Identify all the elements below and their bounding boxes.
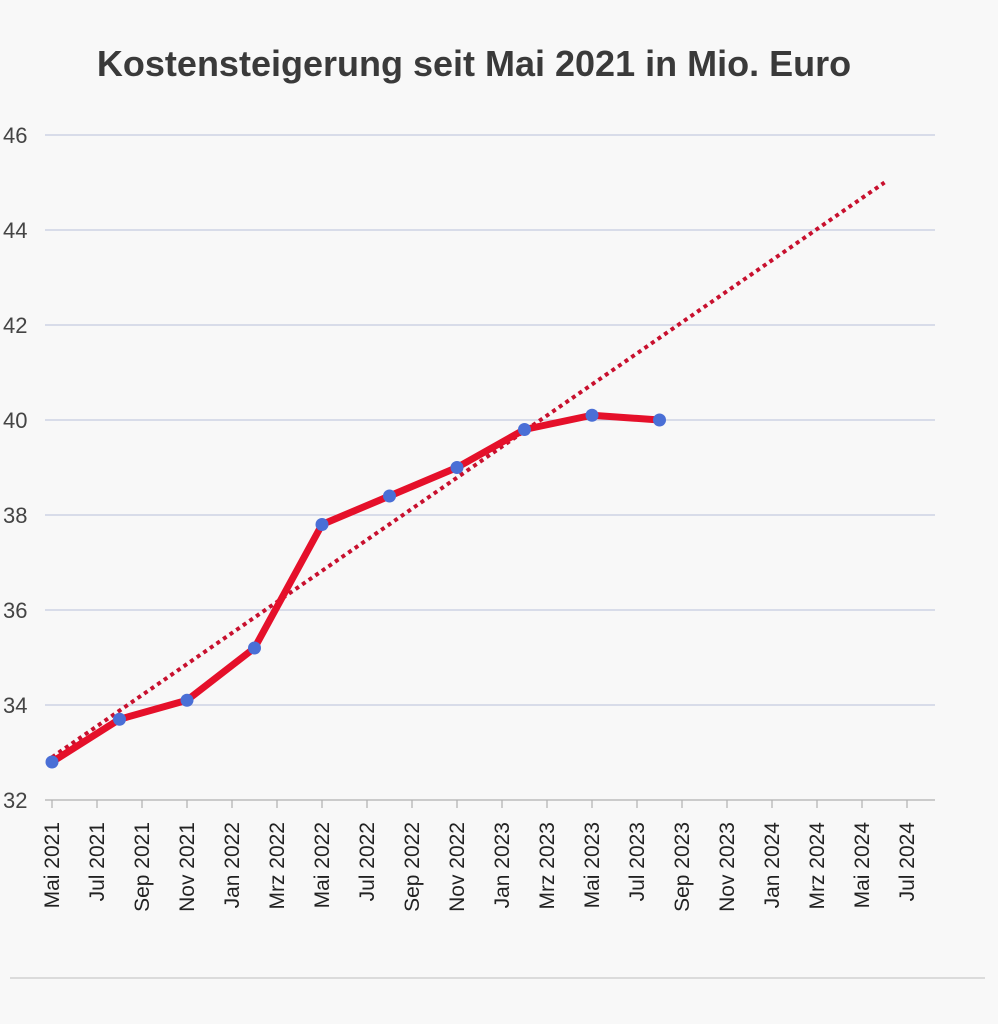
x-tick-label: Mrz 2024 [806, 822, 829, 910]
cost-line [48, 411, 663, 766]
y-tick-label: 46 [3, 123, 27, 148]
x-tick-label: Sep 2021 [131, 822, 154, 912]
y-tick-label: 44 [3, 218, 27, 243]
x-tick-label: Mai 2021 [41, 822, 64, 908]
y-tick-label: 32 [3, 788, 27, 813]
trend-line [50, 180, 886, 759]
data-point [518, 423, 531, 436]
x-tick-label: Nov 2022 [446, 822, 469, 912]
data-point [315, 518, 329, 531]
x-tick-label: Jul 2024 [896, 822, 919, 902]
y-tick-label: 40 [3, 408, 27, 433]
x-tick-label: Mrz 2022 [266, 822, 289, 910]
y-tick-label: 36 [3, 598, 27, 623]
chart-title: Kostensteigerung seit Mai 2021 in Mio. E… [97, 43, 851, 84]
x-tick-label: Mai 2024 [851, 822, 874, 909]
gridlines [45, 134, 935, 706]
x-tick-label: Jul 2021 [86, 822, 109, 901]
data-point [585, 408, 599, 422]
x-tick-label: Jan 2022 [221, 822, 244, 908]
data-point [248, 641, 261, 655]
y-axis-ticks: 32 34 36 38 40 42 44 46 [3, 123, 27, 813]
data-point [113, 712, 126, 726]
x-axis: Mai 2021 Jul 2021 Sep 2021 Nov 2021 Jan 2022… [41, 799, 935, 912]
x-tick-label: Mai 2023 [581, 822, 604, 908]
data-point [45, 755, 59, 769]
x-tick-label: Jul 2023 [626, 822, 649, 901]
data-point [450, 461, 464, 474]
x-tick-label: Nov 2023 [716, 822, 739, 912]
x-tick-label: Sep 2023 [671, 822, 694, 912]
data-point [180, 693, 194, 707]
x-tick-label: Jan 2024 [761, 822, 784, 909]
x-tick-label: Sep 2022 [401, 822, 424, 912]
data-point [653, 413, 666, 427]
x-tick-label: Jul 2022 [356, 822, 379, 901]
y-tick-label: 38 [3, 503, 27, 528]
series-group [45, 180, 886, 769]
x-tick-label: Jan 2023 [491, 822, 514, 908]
data-point [383, 489, 396, 503]
x-tick-label: Mai 2022 [311, 822, 334, 908]
x-tick-label: Mrz 2023 [536, 822, 559, 910]
y-tick-label: 42 [3, 313, 27, 338]
y-tick-label: 34 [3, 693, 27, 718]
x-tick-label: Nov 2021 [176, 822, 199, 912]
